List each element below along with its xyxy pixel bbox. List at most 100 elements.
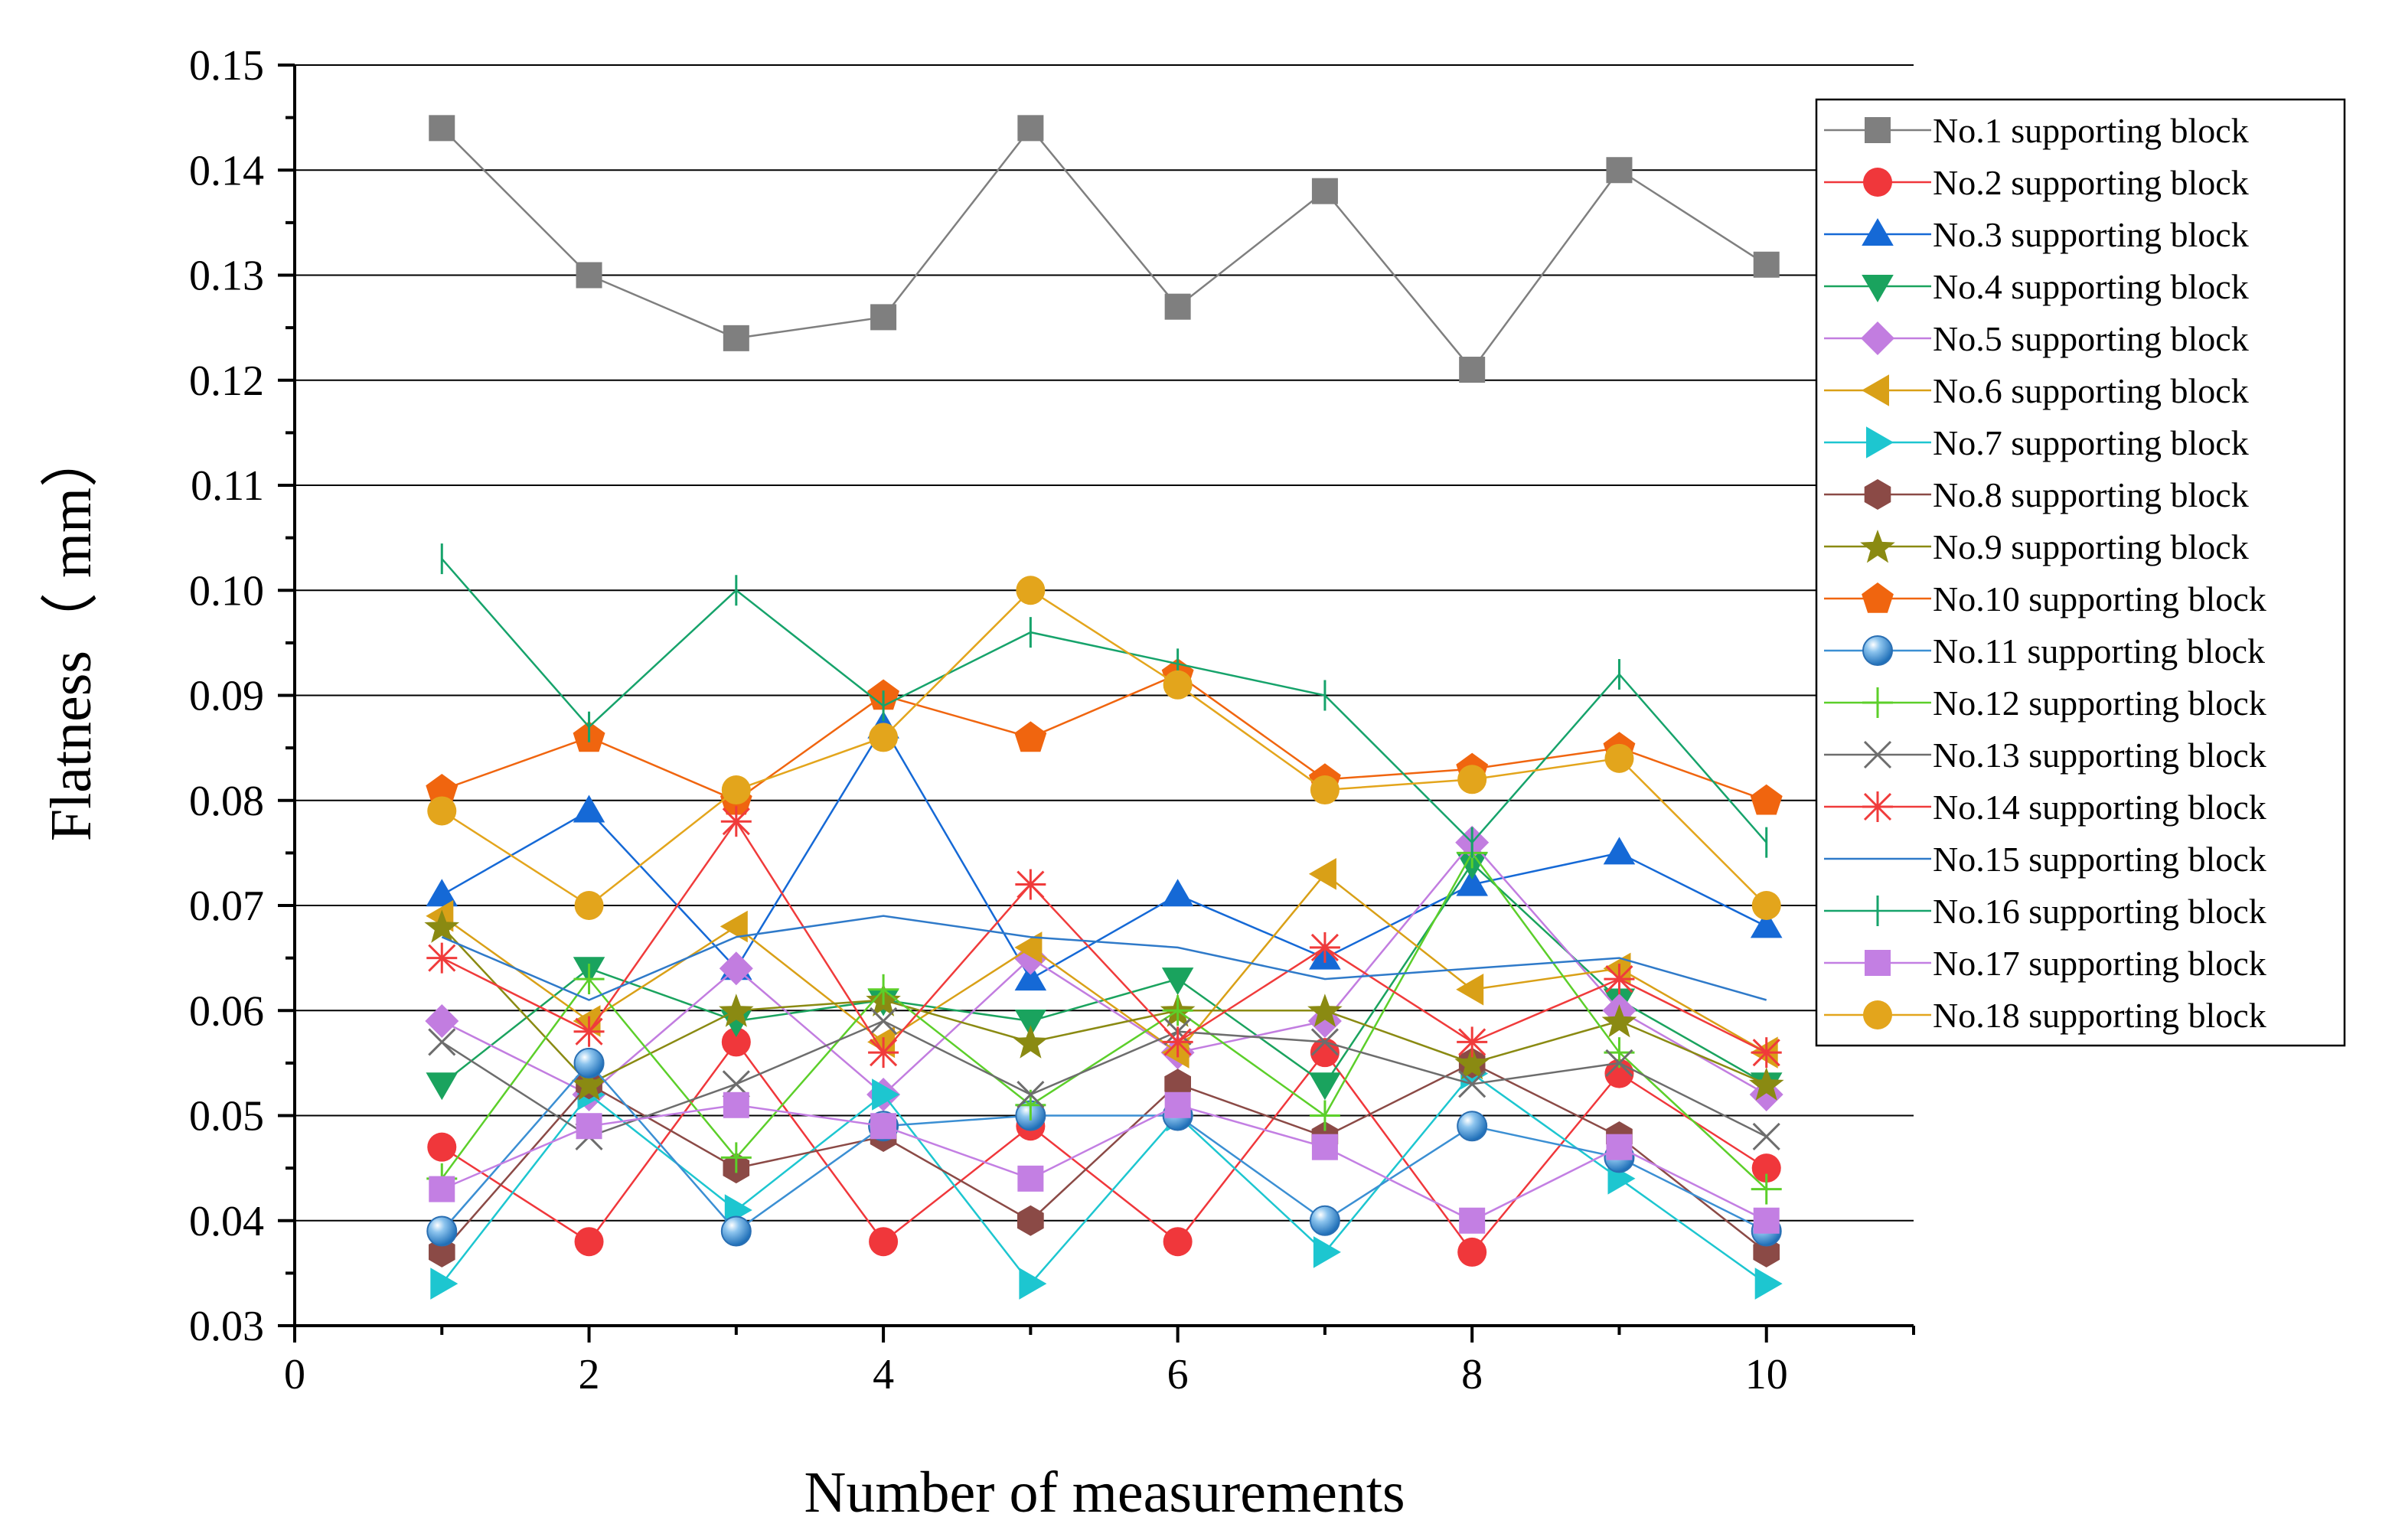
data-point (720, 1142, 752, 1173)
legend-label: No.17 supporting block (1933, 944, 2266, 983)
series-line (441, 1020, 1767, 1138)
legend-item: No.5 supporting block (1824, 319, 2249, 358)
legend-marker (1865, 950, 1891, 976)
data-point (426, 879, 458, 907)
data-point (428, 1028, 456, 1056)
legend-label: No.11 supporting block (1933, 631, 2265, 670)
series-18 (427, 576, 1781, 920)
marker-stroke (1310, 1028, 1339, 1056)
data-point (1017, 115, 1044, 142)
data-point (573, 1047, 605, 1078)
y-tick-label: 0.06 (189, 987, 264, 1035)
data-point (576, 262, 602, 289)
legend-item: No.7 supporting block (1824, 423, 2249, 462)
data-point (1458, 1070, 1486, 1098)
series-1 (429, 115, 1780, 383)
data-point (1309, 1100, 1340, 1131)
data-point (576, 1113, 602, 1140)
data-point (573, 964, 605, 995)
data-point (1164, 293, 1191, 320)
marker-stroke (1458, 1070, 1486, 1098)
data-point (1307, 993, 1343, 1027)
data-point (1601, 1004, 1637, 1038)
series-14 (426, 806, 1782, 1069)
data-point (1014, 932, 1043, 964)
series-line (441, 840, 1767, 1096)
data-point (430, 1268, 458, 1300)
data-point (1310, 1038, 1340, 1068)
data-point (1753, 251, 1780, 278)
y-tick-label: 0.09 (189, 673, 264, 720)
legend-label: No.16 supporting block (1933, 892, 2266, 931)
data-point (426, 1072, 458, 1101)
x-tick-label: 0 (284, 1351, 305, 1398)
data-point (573, 794, 605, 823)
y-tick-label: 0.15 (189, 42, 264, 90)
data-point (571, 1067, 607, 1101)
series-line (441, 126, 1767, 372)
legend-marker (1862, 791, 1893, 822)
legend-marker (1860, 530, 1895, 563)
data-point (1456, 974, 1484, 1006)
y-tick-label: 0.11 (191, 462, 264, 510)
data-point (869, 723, 899, 752)
legend-marker (1861, 321, 1894, 355)
series-layer (424, 115, 1784, 1300)
data-point (1454, 1046, 1490, 1080)
legend-label: No.3 supporting block (1933, 215, 2249, 254)
legend-item: No.17 supporting block (1824, 944, 2266, 983)
data-point (427, 1132, 457, 1162)
legend-marker (1862, 275, 1894, 302)
series-11 (426, 1047, 1782, 1247)
data-point (426, 1215, 458, 1247)
data-point (719, 993, 754, 1027)
y-tick-label: 0.12 (189, 357, 264, 405)
marker-stroke (1752, 1122, 1780, 1151)
legend-marker (1862, 635, 1893, 666)
data-point (1161, 967, 1194, 996)
data-point (720, 1215, 752, 1247)
data-point (1014, 963, 1047, 991)
y-tick-label: 0.08 (189, 778, 264, 825)
data-point (1309, 932, 1340, 963)
series-line (441, 725, 1767, 980)
series-8 (429, 1047, 1780, 1268)
data-point (720, 910, 748, 943)
series-line (441, 873, 1767, 1054)
legend-marker (1862, 582, 1894, 613)
grid-lines (295, 64, 1914, 1222)
legend-item: No.11 supporting block (1824, 631, 2265, 670)
data-point (1015, 869, 1046, 900)
x-axis-title: Number of measurements (804, 1460, 1405, 1525)
series-line (441, 673, 1767, 802)
data-point (429, 115, 455, 142)
legend-item: No.18 supporting block (1824, 996, 2266, 1035)
data-point (1019, 1268, 1047, 1300)
axes: 0.03 0.04 0.05 0.06 0.07 0.08 0.09 0.10 0.11 0.12… (189, 42, 1915, 1398)
data-point (1164, 1069, 1191, 1100)
data-point (1604, 964, 1635, 995)
data-point (1017, 1165, 1044, 1192)
data-point (573, 1005, 601, 1037)
data-point (1605, 1049, 1633, 1077)
data-point (870, 1113, 897, 1140)
data-point (723, 325, 749, 351)
y-tick-label: 0.13 (189, 253, 264, 300)
legend-label: No.13 supporting block (1933, 736, 2266, 775)
legend-label: No.7 supporting block (1933, 423, 2249, 462)
legend-label: No.2 supporting block (1933, 163, 2249, 202)
data-point (870, 304, 897, 331)
legend-item: No.2 supporting block (1824, 163, 2249, 202)
data-point (1748, 1067, 1784, 1101)
legend-marker (1865, 117, 1891, 143)
data-point (1309, 1205, 1340, 1236)
data-point (1457, 1237, 1487, 1267)
data-point (1163, 670, 1193, 700)
legend-label: No.15 supporting block (1933, 840, 2266, 879)
data-point (870, 1007, 898, 1036)
data-point (1164, 1091, 1191, 1118)
data-point (720, 806, 752, 837)
data-point (1751, 1037, 1782, 1069)
marker-stroke (428, 1028, 456, 1056)
marker-stroke (1017, 1080, 1045, 1109)
